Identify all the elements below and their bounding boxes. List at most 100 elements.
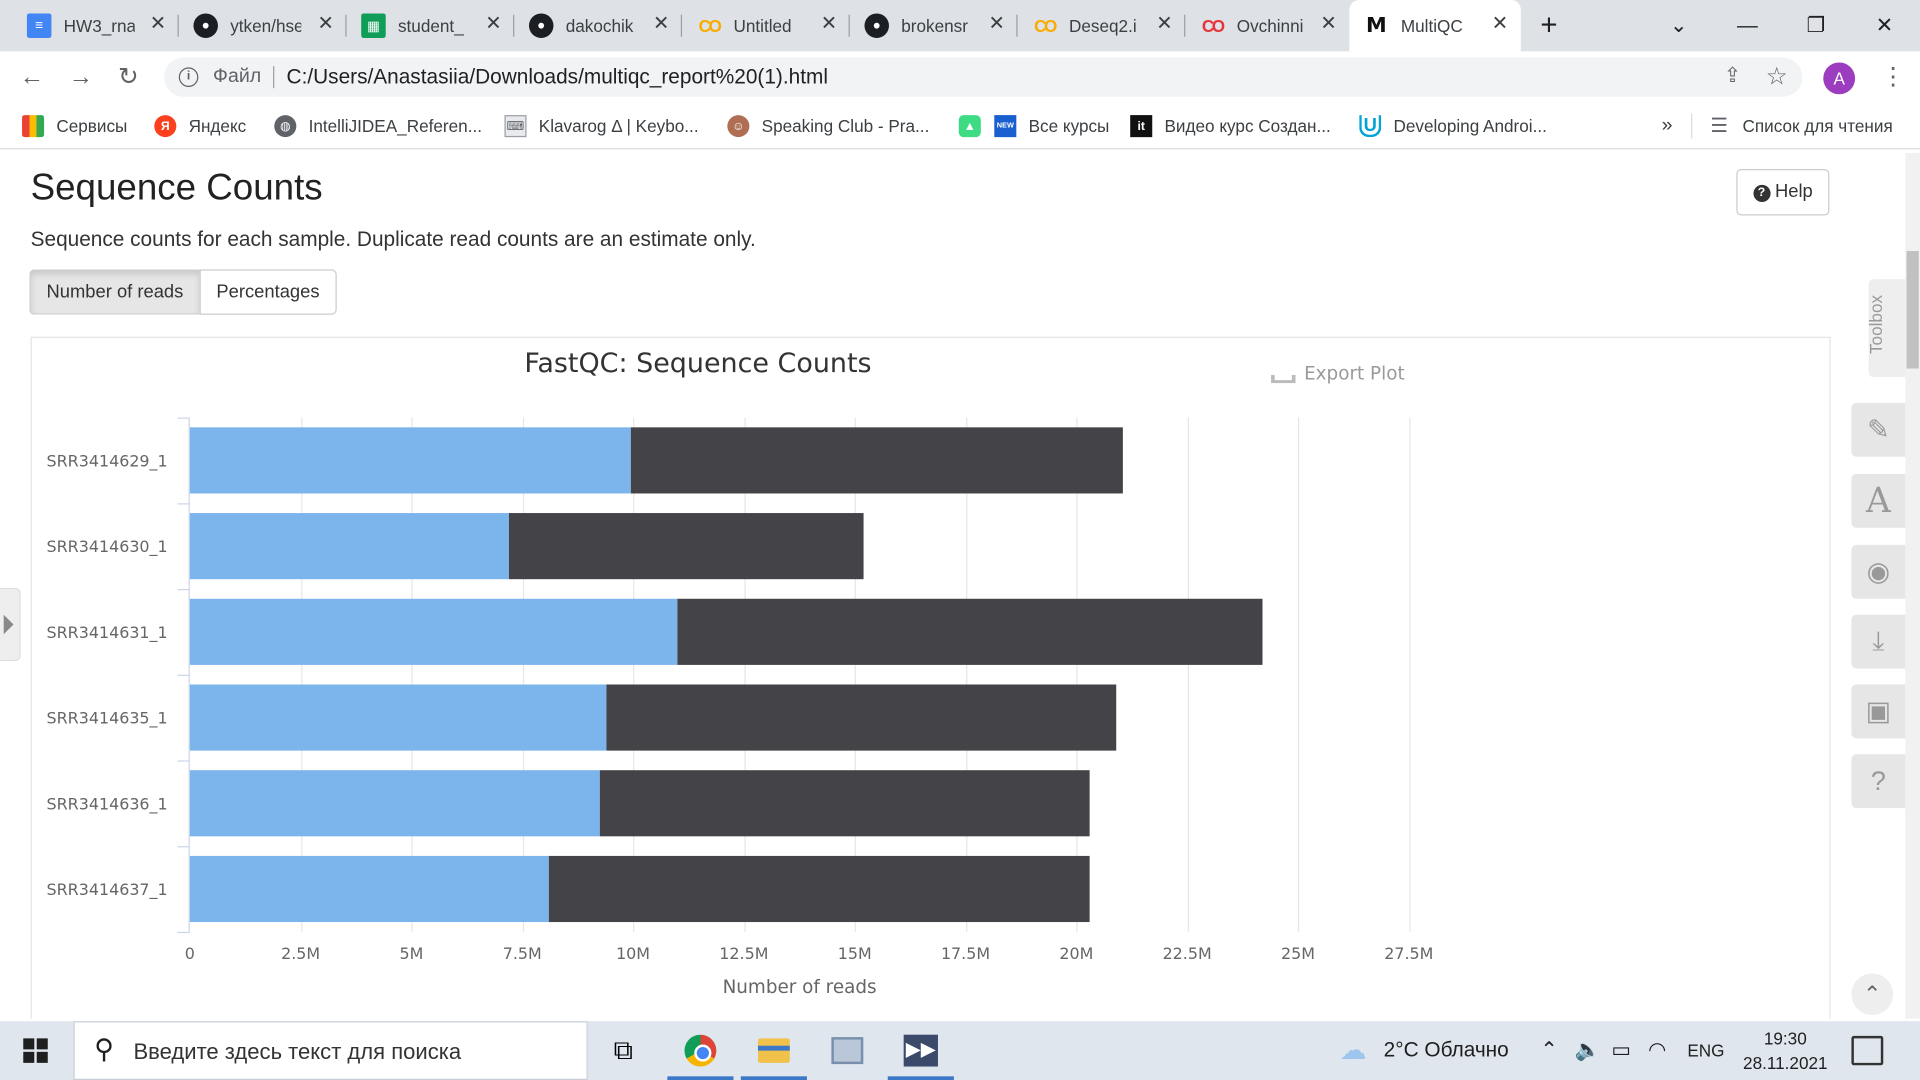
bookmark-item[interactable]: Сервисы xyxy=(22,114,127,138)
bookmarks-overflow-button[interactable]: » xyxy=(1661,115,1673,136)
browser-tab[interactable]: ● brokensr ✕ xyxy=(850,0,1018,51)
x-tick-label: 7.5M xyxy=(503,944,542,963)
browser-tab[interactable]: ● dakochik ✕ xyxy=(514,0,683,51)
browser-tab[interactable]: CO Untitled ✕ xyxy=(682,0,850,51)
close-window-icon[interactable]: ✕ xyxy=(1875,13,1894,37)
close-tab-icon[interactable]: ✕ xyxy=(317,13,334,35)
weather-cloud-icon: ☁ xyxy=(1339,1034,1367,1066)
taskbar-chrome[interactable] xyxy=(665,1021,736,1080)
back-icon[interactable]: ← xyxy=(19,63,45,91)
tab-title: HW3_rna xyxy=(63,15,135,36)
new-tab-button[interactable]: + xyxy=(1540,8,1558,42)
save-icon[interactable]: ▣ xyxy=(1851,684,1906,739)
browser-tab[interactable]: CO Ovchinni ✕ xyxy=(1185,0,1349,51)
android-icon: ▲ xyxy=(958,115,981,138)
taskbar-app[interactable] xyxy=(812,1021,883,1080)
bookmark-item[interactable]: NEW Все курсы xyxy=(994,114,1109,138)
close-tab-icon[interactable]: ✕ xyxy=(653,13,670,35)
close-tab-icon[interactable]: ✕ xyxy=(485,13,502,35)
taskbar-search-box[interactable]: ⚲ Введите здесь текст для поиска xyxy=(73,1021,588,1080)
reading-list-button[interactable]: ☰ Список для чтения xyxy=(1708,114,1893,138)
toolbox-tab[interactable]: Toolbox xyxy=(1866,279,1906,378)
y-tick-label: SRR3414630_1 xyxy=(47,537,168,557)
browser-tab-active[interactable]: M MultiQC ✕ xyxy=(1349,0,1521,52)
bookmark-item[interactable]: ▲ xyxy=(958,114,993,138)
bookmark-item[interactable]: it Видео курс Создан... xyxy=(1130,114,1331,138)
bookmarks-bar: Сервисы Я Яндекс ◍ IntelliJIDEA_Referen.… xyxy=(0,102,1920,150)
help-button[interactable]: ? Help xyxy=(1736,168,1830,216)
share-icon[interactable]: ⇪ xyxy=(1723,63,1742,87)
sequence-counts-chart: SRR3414629_1 SRR3414630_1 SRR3414631_1 SRR3… xyxy=(47,417,1433,998)
forward-icon[interactable]: → xyxy=(68,63,94,91)
wifi-icon[interactable]: ◠ xyxy=(1648,1038,1667,1062)
info-icon[interactable]: i xyxy=(178,67,199,87)
scroll-to-top-icon[interactable]: ⌃ xyxy=(1851,973,1894,1016)
page-title: Sequence Counts xyxy=(30,167,323,209)
sidebar-toggle-handle[interactable] xyxy=(0,587,21,662)
volume-icon[interactable]: 🔈 xyxy=(1574,1038,1601,1062)
browser-tab[interactable]: ▦ student_ ✕ xyxy=(347,0,515,51)
bookmark-item[interactable]: ☺ Speaking Club - Pra... xyxy=(727,114,929,138)
address-bar[interactable]: i Файл C:/Users/Anastasiia/Downloads/mul… xyxy=(164,57,1803,97)
notification-icon[interactable] xyxy=(1851,1035,1884,1066)
tab-separator xyxy=(513,14,515,37)
it-icon: it xyxy=(1130,115,1153,138)
pin-icon[interactable]: ✎ xyxy=(1851,402,1906,457)
search-placeholder: Введите здесь текст для поиска xyxy=(133,1039,462,1065)
tab-search-icon[interactable]: ⌄ xyxy=(1670,13,1688,37)
taskbar-app-active[interactable]: ▶▶ xyxy=(885,1021,956,1080)
number-of-reads-button[interactable]: Number of reads xyxy=(29,269,200,315)
browser-toolbar: ← → ↻ i Файл C:/Users/Anastasiia/Downloa… xyxy=(0,51,1920,103)
start-button[interactable] xyxy=(0,1021,71,1080)
y-tick-label: SRR3414635_1 xyxy=(47,709,168,729)
close-tab-icon[interactable]: ✕ xyxy=(1320,13,1337,35)
bookmark-item[interactable]: U Developing Androi... xyxy=(1359,114,1547,138)
y-tick-label: SRR3414629_1 xyxy=(47,452,168,472)
help-question-icon[interactable]: ? xyxy=(1851,754,1906,809)
clock[interactable]: 19:30 28.11.2021 xyxy=(1739,1026,1832,1075)
close-tab-icon[interactable]: ✕ xyxy=(1491,13,1509,35)
bookmark-item[interactable]: Я Яндекс xyxy=(154,114,246,138)
folder-icon xyxy=(757,1038,790,1063)
url-text[interactable]: C:/Users/Anastasiia/Downloads/multiqc_re… xyxy=(286,64,828,89)
rename-samples-icon[interactable]: A xyxy=(1851,473,1906,528)
scrollbar-thumb[interactable] xyxy=(1906,251,1919,369)
minimize-icon[interactable]: — xyxy=(1736,13,1758,37)
weather-text[interactable]: 2°C Облачно xyxy=(1383,1038,1509,1062)
task-view-button[interactable]: ⧉ xyxy=(588,1021,659,1080)
reload-icon[interactable]: ↻ xyxy=(118,63,139,91)
battery-icon[interactable]: ▭ xyxy=(1611,1038,1632,1062)
export-plot-button[interactable]: Export Plot xyxy=(1271,362,1405,384)
percentages-button[interactable]: Percentages xyxy=(199,269,337,315)
close-tab-icon[interactable]: ✕ xyxy=(820,13,838,35)
profile-avatar[interactable]: A xyxy=(1823,62,1856,95)
reading-list-label: Список для чтения xyxy=(1742,116,1893,136)
taskbar-file-explorer[interactable] xyxy=(738,1021,809,1080)
scrollbar-track[interactable] xyxy=(1905,153,1920,1019)
close-tab-icon[interactable]: ✕ xyxy=(1156,13,1173,35)
bar-segment-series2 xyxy=(606,684,1117,751)
browser-tab[interactable]: CO Deseq2.i ✕ xyxy=(1018,0,1186,51)
bookmark-star-icon[interactable]: ☆ xyxy=(1765,63,1788,91)
clock-date: 28.11.2021 xyxy=(1743,1053,1828,1073)
bookmark-item[interactable]: ⌨ Klavarog Δ | Keybo... xyxy=(504,114,699,138)
language-indicator[interactable]: ENG xyxy=(1687,1040,1725,1061)
browser-tab[interactable]: ≡ HW3_rna ✕ xyxy=(12,0,179,51)
close-tab-icon[interactable]: ✕ xyxy=(149,13,167,35)
hide-samples-icon[interactable]: ◉ xyxy=(1851,544,1906,599)
close-tab-icon[interactable]: ✕ xyxy=(988,13,1005,35)
tab-title: MultiQC xyxy=(1400,15,1463,36)
menu-kebab-icon[interactable]: ⋮ xyxy=(1880,63,1906,91)
x-tick-label: 17.5M xyxy=(941,944,990,963)
bar-segment-series1 xyxy=(189,598,678,665)
tab-title: ytken/hse xyxy=(230,15,302,36)
show-hidden-icons[interactable]: ⌃ xyxy=(1540,1038,1558,1062)
bookmark-label: Яндекс xyxy=(188,116,247,136)
help-label: Help xyxy=(1774,181,1813,203)
export-download-icon[interactable]: ⤓ xyxy=(1851,614,1906,669)
browser-tab[interactable]: ● ytken/hse ✕ xyxy=(179,0,347,51)
bookmark-item[interactable]: ◍ IntelliJIDEA_Referen... xyxy=(274,114,482,138)
restore-icon[interactable]: ❐ xyxy=(1806,13,1826,37)
tab-title: dakochik xyxy=(565,15,634,36)
